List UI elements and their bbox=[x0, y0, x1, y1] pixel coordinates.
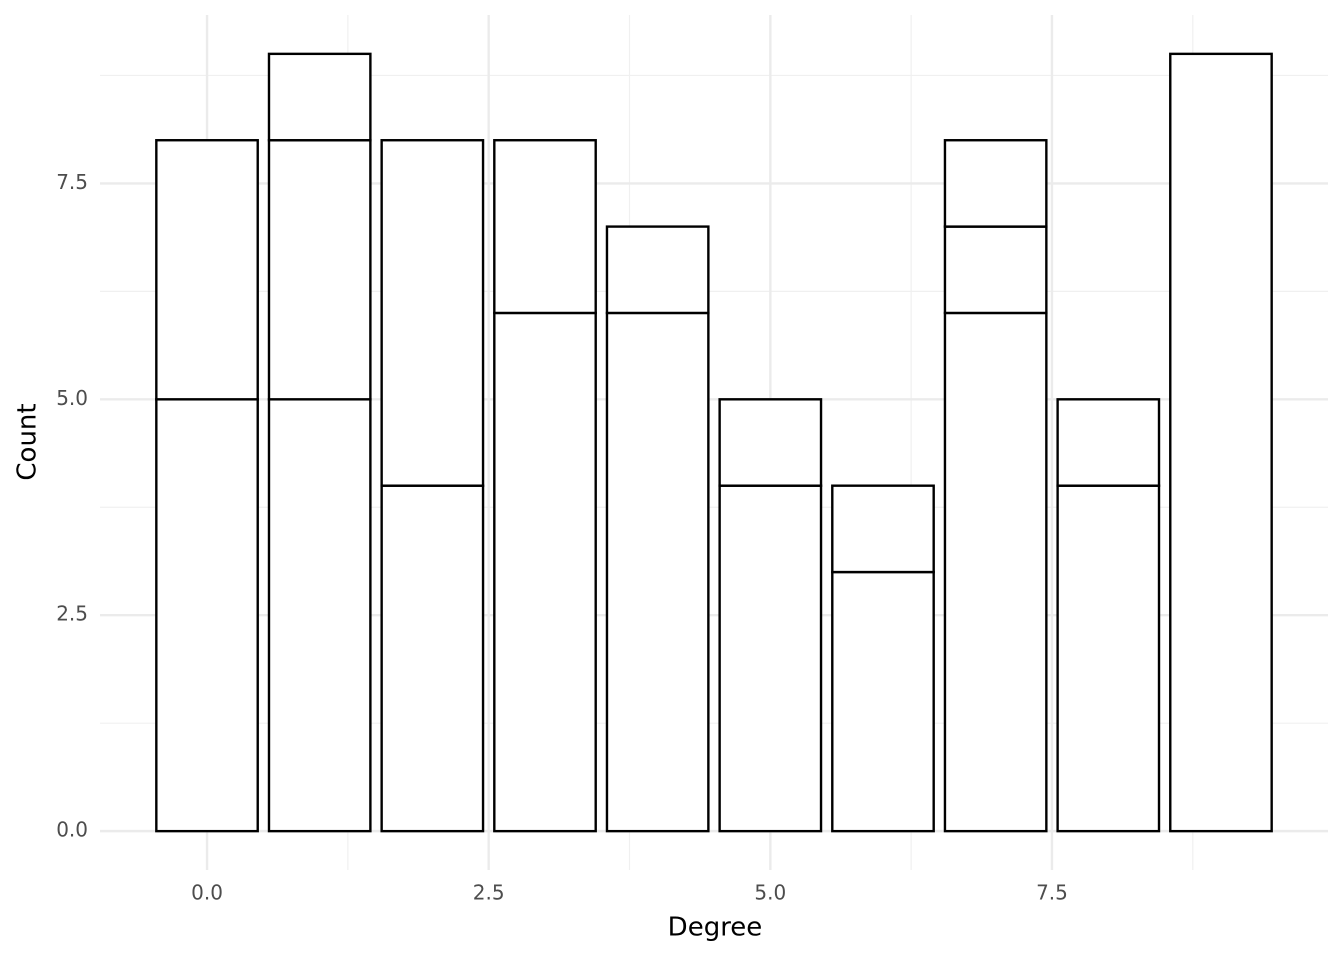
bar-segment bbox=[1169, 52, 1273, 833]
bar-segment bbox=[493, 311, 597, 833]
y-tick-label: 7.5 bbox=[56, 170, 88, 194]
bar-segment bbox=[380, 139, 485, 487]
bar-segment bbox=[605, 225, 710, 315]
bar-segment bbox=[267, 52, 372, 142]
bar-segment bbox=[831, 484, 935, 574]
x-tick-label: 5.0 bbox=[754, 881, 786, 905]
y-tick-label: 2.5 bbox=[56, 602, 88, 626]
bar-segment bbox=[943, 225, 1048, 315]
bar-segment bbox=[267, 139, 372, 401]
x-tick-label: 0.0 bbox=[191, 881, 223, 905]
bar-segment bbox=[718, 398, 823, 487]
x-axis-title: Degree bbox=[668, 913, 763, 943]
y-tick-label: 5.0 bbox=[56, 386, 88, 410]
bars bbox=[155, 52, 1273, 833]
y-axis-title: Count bbox=[13, 403, 43, 480]
x-tick-label: 7.5 bbox=[1036, 881, 1068, 905]
bar-segment bbox=[155, 139, 259, 401]
bar-segment bbox=[943, 311, 1048, 833]
y-tick-label: 0.0 bbox=[56, 818, 88, 842]
bar-segment bbox=[267, 398, 372, 833]
bar-segment bbox=[718, 484, 823, 833]
bar-segment bbox=[943, 139, 1048, 228]
bar-segment bbox=[493, 139, 597, 315]
bar-segment bbox=[380, 484, 485, 833]
bar-segment bbox=[1056, 398, 1161, 487]
bar-segment bbox=[1056, 484, 1161, 833]
bar-segment bbox=[831, 570, 935, 833]
bar-segment bbox=[155, 398, 259, 833]
bar-segment bbox=[605, 311, 710, 833]
x-tick-label: 2.5 bbox=[473, 881, 505, 905]
